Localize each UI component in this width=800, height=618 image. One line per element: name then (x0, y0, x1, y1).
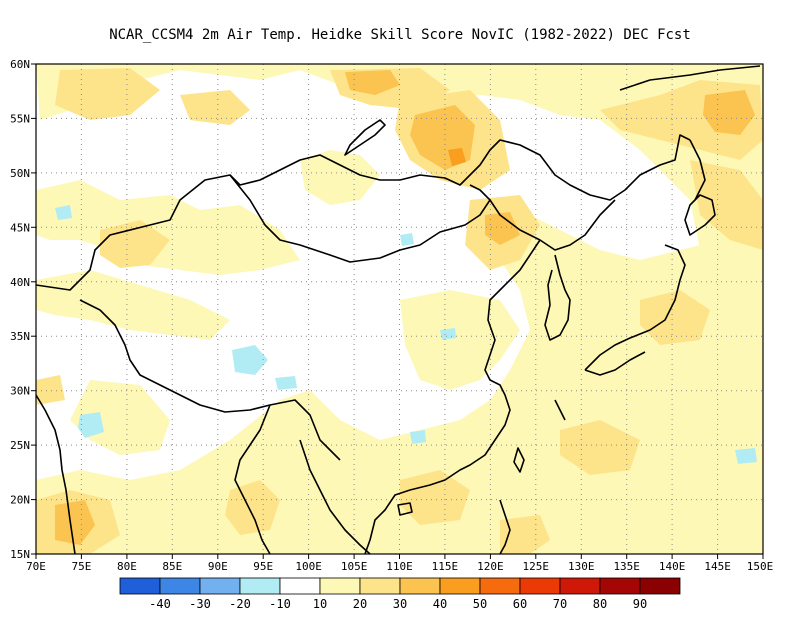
colorbar-label: 40 (433, 597, 447, 611)
colorbar-label: -30 (189, 597, 211, 611)
colorbar-swatch (199, 577, 241, 595)
lon-label: 130E (568, 560, 595, 573)
colorbar-label: 90 (633, 597, 647, 611)
colorbar-label: 30 (393, 597, 407, 611)
lon-label: 80E (117, 560, 137, 573)
colorbar-swatch (439, 577, 481, 595)
skill-shading (36, 64, 763, 554)
lon-label: 110E (386, 560, 413, 573)
colorbar-swatch (519, 577, 561, 595)
colorbar-label: 60 (513, 597, 527, 611)
lon-label: 95E (253, 560, 273, 573)
lon-label: 85E (162, 560, 182, 573)
lat-label: 40N (10, 276, 30, 289)
lat-label: 20N (10, 494, 30, 507)
lon-tick-labels: 70E 75E 80E 85E 90E 95E 100E 105E 110E 1… (26, 560, 773, 573)
lon-label: 120E (477, 560, 504, 573)
lat-label: 60N (10, 58, 30, 71)
colorbar-swatch (639, 577, 681, 595)
lat-label: 15N (10, 548, 30, 561)
colorbar-label: 50 (473, 597, 487, 611)
lat-label: 45N (10, 221, 30, 234)
colorbar-label: -10 (269, 597, 291, 611)
lon-label: 135E (613, 560, 640, 573)
lat-label: 25N (10, 439, 30, 452)
lat-tick-labels: 15N 20N 25N 30N 35N 40N 45N 50N 55N 60N (10, 58, 30, 561)
chart-title: NCAR_CCSM4 2m Air Temp. Heidke Skill Sco… (109, 27, 691, 43)
colorbar-swatch (279, 577, 321, 595)
lon-label: 140E (659, 560, 686, 573)
colorbar-swatch (119, 577, 161, 595)
colorbar-label: 70 (553, 597, 567, 611)
colorbar-swatch (239, 577, 281, 595)
colorbar-swatch (359, 577, 401, 595)
colorbar-labels: -40 -30 -20 -10 10 20 30 40 50 60 70 80 … (149, 597, 647, 611)
lat-label: 50N (10, 167, 30, 180)
lon-label: 105E (341, 560, 368, 573)
lon-label: 115E (432, 560, 459, 573)
lon-label: 70E (26, 560, 46, 573)
lon-label: 125E (523, 560, 550, 573)
colorbar (119, 577, 681, 595)
colorbar-swatch (319, 577, 361, 595)
coastlines-borders (36, 65, 761, 554)
colorbar-label: -40 (149, 597, 171, 611)
colorbar-label: 10 (313, 597, 327, 611)
colorbar-swatch (559, 577, 601, 595)
lon-label: 75E (71, 560, 91, 573)
colorbar-swatch (599, 577, 641, 595)
colorbar-label: 80 (593, 597, 607, 611)
axis-ticks (31, 63, 764, 559)
lat-lon-grid (36, 64, 763, 554)
colorbar-label: -20 (229, 597, 251, 611)
lat-label: 55N (10, 112, 30, 125)
colorbar-label: 20 (353, 597, 367, 611)
lat-label: 30N (10, 385, 30, 398)
lon-label: 150E (747, 560, 774, 573)
colorbar-swatch (159, 577, 201, 595)
lon-label: 100E (295, 560, 322, 573)
lon-label: 145E (704, 560, 731, 573)
lon-label: 90E (208, 560, 228, 573)
colorbar-swatch (479, 577, 521, 595)
lat-label: 35N (10, 330, 30, 343)
colorbar-swatch (399, 577, 441, 595)
